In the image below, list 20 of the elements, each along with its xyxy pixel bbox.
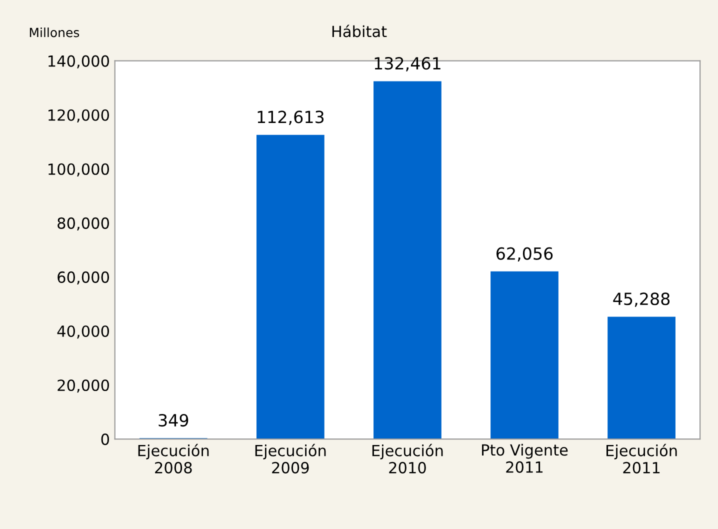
y-axis-title: Millones: [30, 28, 80, 38]
data-label: 349: [158, 414, 188, 427]
data-label: 45,288: [613, 292, 670, 307]
y-tick-label: 120,000: [48, 109, 110, 122]
y-tick-label: 100,000: [48, 163, 110, 176]
x-tick-label: Ejecución 2011: [606, 444, 677, 474]
data-label: 112,613: [258, 110, 324, 125]
y-tick-label: 20,000: [58, 380, 110, 393]
y-tick-label: 80,000: [58, 217, 110, 231]
data-label: 132,461: [374, 57, 440, 72]
x-tick-label: Pto Vigente 2011: [482, 444, 568, 473]
data-label: 62,056: [496, 247, 553, 262]
y-tick-label: 0: [101, 434, 110, 446]
x-tick-label: Ejecución 2010: [372, 444, 443, 474]
y-tick-label: 140,000: [48, 55, 110, 68]
chart-title: Hábitat: [332, 24, 387, 38]
x-tick-label: Ejecución 2008: [138, 444, 209, 474]
y-tick-label: 60,000: [58, 271, 110, 285]
y-tick-label: 40,000: [57, 325, 110, 339]
x-tick-label: Ejecución 2009: [255, 444, 326, 474]
